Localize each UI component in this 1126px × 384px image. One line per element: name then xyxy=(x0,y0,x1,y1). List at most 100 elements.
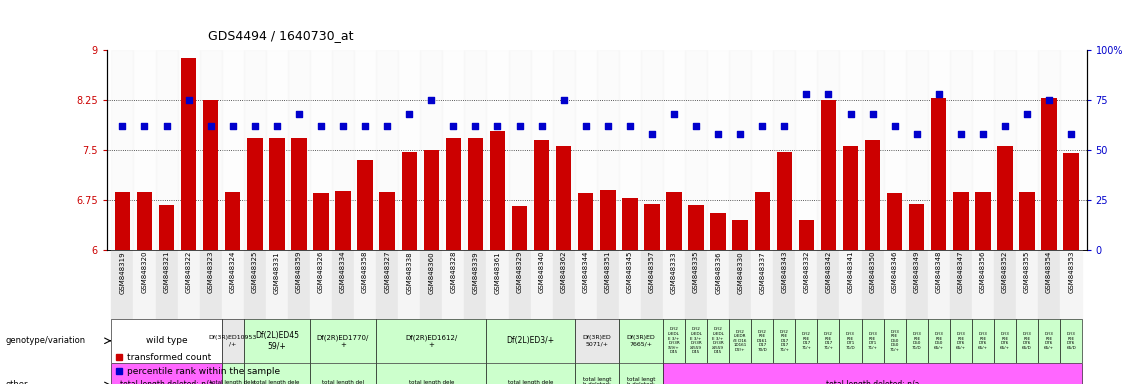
Bar xyxy=(556,146,571,250)
Bar xyxy=(998,146,1012,250)
Text: total length deleted: n/a: total length deleted: n/a xyxy=(825,381,919,384)
Text: Df(3
R)E
D76
65/D: Df(3 R)E D76 65/D xyxy=(1022,332,1031,350)
Point xyxy=(289,111,307,117)
Bar xyxy=(751,50,774,250)
Bar xyxy=(663,50,685,250)
Text: GSM848330: GSM848330 xyxy=(738,251,743,294)
Point xyxy=(224,123,242,129)
Bar xyxy=(332,250,354,319)
Bar xyxy=(1016,319,1038,363)
Text: Df(3R)ED10953
/+: Df(3R)ED10953 /+ xyxy=(208,335,257,346)
Bar xyxy=(288,250,310,319)
Bar xyxy=(509,250,530,319)
Bar xyxy=(663,363,1082,384)
Bar xyxy=(1016,50,1038,250)
Text: Df(2
R)E
D17
71/+: Df(2 R)E D17 71/+ xyxy=(823,332,833,350)
Bar xyxy=(685,319,707,363)
Text: GSM848355: GSM848355 xyxy=(1024,251,1030,293)
Bar xyxy=(376,319,486,363)
Point xyxy=(445,123,463,129)
Bar xyxy=(931,98,947,250)
Text: Df(3
R)E
D50
D50
71/+: Df(3 R)E D50 D50 71/+ xyxy=(890,329,900,352)
Point xyxy=(555,97,573,103)
Text: Df(3
R)E
D76
65/+: Df(3 R)E D76 65/+ xyxy=(1000,332,1010,350)
Text: Df(3
R)E
D71
71/+: Df(3 R)E D71 71/+ xyxy=(867,332,877,350)
Text: GDS4494 / 1640730_at: GDS4494 / 1640730_at xyxy=(208,29,354,42)
Bar xyxy=(402,152,417,250)
Bar xyxy=(623,198,637,250)
Text: GSM848342: GSM848342 xyxy=(825,251,831,293)
Bar xyxy=(795,319,817,363)
Bar xyxy=(111,250,134,319)
Bar xyxy=(446,139,461,250)
Point xyxy=(334,123,352,129)
Point xyxy=(820,91,838,97)
Point xyxy=(158,123,176,129)
Text: GSM848354: GSM848354 xyxy=(1046,251,1052,293)
Bar xyxy=(155,250,178,319)
Bar xyxy=(887,193,902,250)
Point xyxy=(886,123,904,129)
Point xyxy=(135,123,153,129)
Text: GSM848345: GSM848345 xyxy=(627,251,633,293)
Bar xyxy=(884,50,905,250)
Bar xyxy=(688,205,704,250)
Bar xyxy=(313,193,329,250)
Bar xyxy=(994,319,1016,363)
Bar xyxy=(821,100,837,250)
Text: GSM848334: GSM848334 xyxy=(340,251,346,293)
Text: GSM848356: GSM848356 xyxy=(980,251,986,293)
Text: Df(2
L)EDL
E 3/+
Df(3R
)4559
D45: Df(2 L)EDL E 3/+ Df(3R )4559 D45 xyxy=(712,327,724,354)
Text: GSM848337: GSM848337 xyxy=(759,251,766,294)
Text: GSM848343: GSM848343 xyxy=(781,251,787,293)
Bar xyxy=(111,50,134,250)
Bar xyxy=(310,250,332,319)
Bar xyxy=(574,363,619,384)
Text: Df(2
L)EDL
E 3/+
Df(3R
)4559
D45: Df(2 L)EDL E 3/+ Df(3R )4559 D45 xyxy=(690,327,703,354)
Bar xyxy=(420,250,443,319)
Bar xyxy=(994,50,1016,250)
Bar xyxy=(619,50,641,250)
Bar xyxy=(1038,50,1060,250)
Point xyxy=(422,97,440,103)
Text: Df(2
R)E
D17
71/+: Df(2 R)E D17 71/+ xyxy=(802,332,812,350)
Text: GSM848349: GSM848349 xyxy=(913,251,920,293)
Bar xyxy=(975,192,991,250)
Bar xyxy=(1060,319,1082,363)
Bar xyxy=(486,319,574,363)
Text: GSM848336: GSM848336 xyxy=(715,251,721,294)
Bar xyxy=(711,213,726,250)
Point xyxy=(1018,111,1036,117)
Text: Df(3
R)E
D50
65/+: Df(3 R)E D50 65/+ xyxy=(933,332,944,350)
Text: GSM848321: GSM848321 xyxy=(163,251,170,293)
Bar xyxy=(111,319,222,363)
Text: GSM848346: GSM848346 xyxy=(892,251,897,293)
Bar xyxy=(798,220,814,250)
Point xyxy=(1062,131,1080,137)
Bar xyxy=(817,250,840,319)
Text: GSM848352: GSM848352 xyxy=(1002,251,1008,293)
Text: Df(3
R)E
D76
65/+: Df(3 R)E D76 65/+ xyxy=(956,332,966,350)
Bar xyxy=(423,150,439,250)
Text: GSM848324: GSM848324 xyxy=(230,251,235,293)
Text: GSM848358: GSM848358 xyxy=(363,251,368,293)
Bar xyxy=(178,50,199,250)
Bar xyxy=(597,50,619,250)
Bar xyxy=(950,319,972,363)
Bar xyxy=(619,319,663,363)
Text: Df(3R)ED
5071/+: Df(3R)ED 5071/+ xyxy=(582,335,611,346)
Bar xyxy=(136,192,152,250)
Bar xyxy=(464,50,486,250)
Point xyxy=(665,111,683,117)
Bar xyxy=(512,206,527,250)
Bar xyxy=(751,250,774,319)
Bar xyxy=(266,250,288,319)
Bar xyxy=(950,50,972,250)
Text: wild type: wild type xyxy=(145,336,187,345)
Bar xyxy=(203,100,218,250)
Text: GSM848338: GSM848338 xyxy=(406,251,412,294)
Bar xyxy=(905,319,928,363)
Bar xyxy=(754,192,770,250)
Bar xyxy=(730,250,751,319)
Bar xyxy=(399,50,420,250)
